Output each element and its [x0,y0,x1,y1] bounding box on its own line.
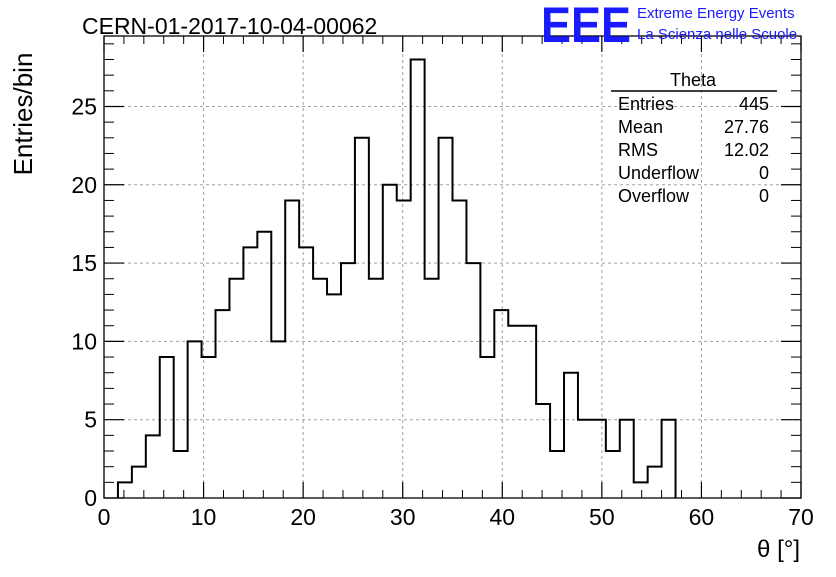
logo-line-1: Extreme Energy Events [637,5,795,22]
stats-label-overflow: Overflow [618,186,690,206]
y-tick-label: 10 [71,328,97,354]
x-tick-label: 50 [589,504,615,530]
x-tick-label: 70 [788,504,814,530]
x-tick-label: 40 [489,504,515,530]
y-tick-labels: 0 5 10 15 20 25 [71,93,97,511]
histogram-series-line [116,58,677,498]
logo-line-2: La Scienza nelle Scuole [637,26,797,43]
stats-value-mean: 27.76 [724,117,769,137]
stats-title: Theta [670,70,717,90]
y-tick-label: 20 [71,172,97,198]
plot-frame [103,35,802,499]
stats-value-overflow: 0 [759,186,769,206]
x-tick-label: 30 [390,504,416,530]
grid-lines [104,36,801,498]
stats-value-underflow: 0 [759,163,769,183]
stats-value-rms: 12.02 [724,140,769,160]
x-tick-label: 0 [98,504,111,530]
x-axis-label: θ [°] [757,536,800,563]
axis-ticks [103,36,802,499]
y-tick-label: 5 [84,407,97,433]
chart-title: CERN-01-2017-10-04-00062 [82,13,377,39]
stats-label-underflow: Underflow [618,163,700,183]
y-tick-label: 25 [71,93,97,119]
x-tick-labels: 0 10 20 30 40 50 60 70 [98,504,814,530]
eee-logo-mark: EEE [541,0,631,53]
y-tick-label: 0 [84,485,97,511]
x-tick-label: 20 [290,504,316,530]
stats-label-mean: Mean [618,117,663,137]
x-tick-label: 60 [689,504,715,530]
stats-box: Theta Entries 445 Mean 27.76 RMS 12.02 U… [611,70,777,206]
stats-label-entries: Entries [618,94,674,114]
y-axis-label: Entries/bin [8,53,38,176]
stats-label-rms: RMS [618,140,658,160]
stats-value-entries: 445 [739,94,769,114]
y-tick-label: 15 [71,250,97,276]
x-tick-label: 10 [191,504,217,530]
